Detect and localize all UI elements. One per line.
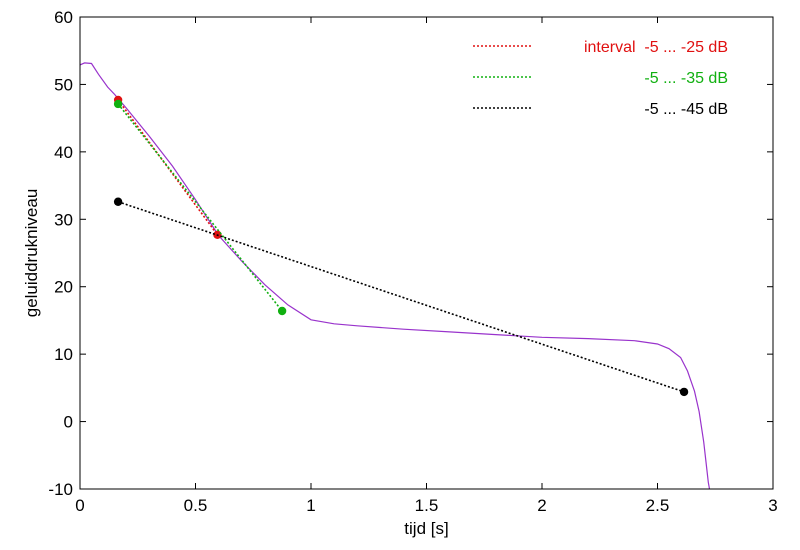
legend-entry-label: -5 ... -45 dB xyxy=(644,101,728,118)
y-tick-label: -10 xyxy=(48,480,73,499)
fit-line xyxy=(117,103,283,312)
x-tick-label: 0.5 xyxy=(184,496,208,515)
x-tick-label: 2 xyxy=(537,496,546,515)
y-tick-label: 30 xyxy=(54,210,73,229)
x-axis-label: tijd [s] xyxy=(404,519,448,538)
y-tick-label: 0 xyxy=(64,413,73,432)
fit-endpoint-marker xyxy=(277,306,287,316)
x-tick-label: 3 xyxy=(768,496,777,515)
fit-endpoint-marker xyxy=(113,99,123,109)
legend: interval -5 ... -25 dB -5 ... -35 dB -5 ..… xyxy=(473,39,728,118)
fit-endpoint-marker xyxy=(679,387,689,397)
fit-endpoint-marker xyxy=(113,197,123,206)
legend-entry-label: -5 ... -35 dB xyxy=(644,70,728,87)
x-tick-label: 2.5 xyxy=(646,496,670,515)
y-tick-label: 60 xyxy=(54,8,73,27)
y-tick-label: 40 xyxy=(54,143,73,162)
y-tick-label: 20 xyxy=(54,278,73,297)
y-axis-label: geluiddrukniveau xyxy=(22,189,41,318)
x-tick-label: 1.5 xyxy=(415,496,439,515)
y-tick-label: 50 xyxy=(54,75,73,94)
fit-line xyxy=(117,200,685,393)
x-tick-label: 0 xyxy=(75,496,84,515)
y-tick-label: 10 xyxy=(54,345,73,364)
legend-entry-label: interval -5 ... -25 dB xyxy=(584,39,728,56)
x-tick-label: 1 xyxy=(306,496,315,515)
plot-layer xyxy=(80,62,711,489)
